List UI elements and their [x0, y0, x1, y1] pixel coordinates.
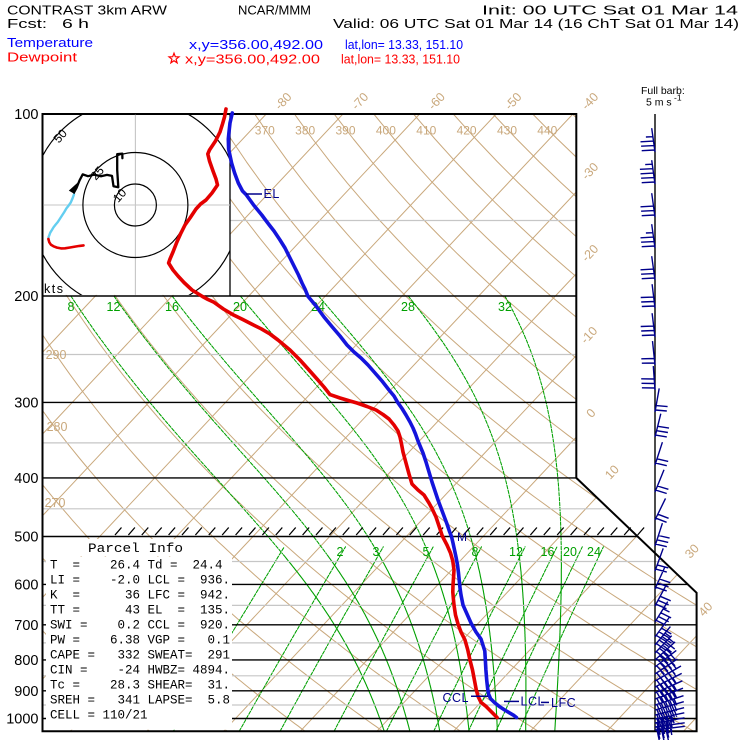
svg-text:EL: EL: [264, 187, 280, 201]
svg-text:500: 500: [14, 530, 38, 546]
svg-text:290: 290: [46, 348, 67, 362]
svg-text:Init: 00 UTC Sat 01 Mar 14: Init: 00 UTC Sat 01 Mar 14: [482, 4, 738, 18]
svg-text:200: 200: [14, 289, 38, 305]
svg-text:x,y=356.00,492.00: x,y=356.00,492.00: [185, 53, 320, 67]
svg-text:12: 12: [107, 300, 121, 314]
svg-text:100: 100: [14, 107, 38, 123]
svg-text:20: 20: [563, 545, 577, 559]
svg-text:LCL: LCL: [521, 695, 545, 709]
svg-text:LI = -2.0 LCL = 936.: LI = -2.0 LCL = 936.: [50, 574, 230, 588]
svg-text:Tc = 28.3 SHEAR= 31.: Tc = 28.3 SHEAR= 31.: [50, 679, 230, 693]
svg-text:24: 24: [587, 545, 601, 559]
svg-text:lat,lon= 13.33, 151.10: lat,lon= 13.33, 151.10: [345, 38, 463, 52]
svg-text:430: 430: [497, 124, 517, 138]
svg-text:-1: -1: [674, 93, 682, 103]
svg-text:420: 420: [457, 124, 477, 138]
svg-text:x,y=356.00,492.00: x,y=356.00,492.00: [189, 38, 323, 52]
svg-text:700: 700: [14, 618, 38, 634]
svg-text:8: 8: [68, 300, 75, 314]
svg-text:440: 440: [537, 124, 557, 138]
svg-text:PW = 6.38 VGP = 0.1: PW = 6.38 VGP = 0.1: [50, 634, 230, 648]
svg-text:Temperature: Temperature: [7, 36, 93, 50]
svg-text:5 m s: 5 m s: [646, 97, 672, 109]
svg-text:3: 3: [373, 545, 380, 559]
svg-text:SREH = 341 LAPSE= 5.8: SREH = 341 LAPSE= 5.8: [50, 694, 230, 708]
svg-text:Fcst:: Fcst:: [7, 17, 47, 31]
svg-text:5: 5: [423, 545, 430, 559]
svg-text:800: 800: [14, 653, 38, 669]
svg-text:28: 28: [401, 300, 415, 314]
svg-text:CIN = -24 HWBZ= 4894.: CIN = -24 HWBZ= 4894.: [50, 664, 230, 678]
svg-text:400: 400: [376, 124, 396, 138]
svg-text:TT = 43 EL = 135.: TT = 43 EL = 135.: [50, 604, 230, 618]
svg-text:400: 400: [14, 471, 38, 487]
svg-text:32: 32: [498, 300, 512, 314]
svg-text:CCL: CCL: [442, 691, 469, 705]
svg-text:390: 390: [335, 124, 355, 138]
svg-text:300: 300: [14, 395, 38, 411]
svg-text:CELL = 110/21: CELL = 110/21: [50, 709, 148, 723]
svg-text:Valid: 06 UTC Sat 01 Mar 14 (1: Valid: 06 UTC Sat 01 Mar 14 (16 ChT Sat …: [333, 17, 739, 31]
svg-text:280: 280: [47, 420, 68, 434]
svg-text:380: 380: [295, 124, 315, 138]
svg-text:270: 270: [45, 496, 66, 510]
svg-text:K = 36 LFC = 942.: K = 36 LFC = 942.: [50, 589, 230, 603]
svg-text:12: 12: [509, 545, 523, 559]
svg-text:NCAR/MMM: NCAR/MMM: [238, 4, 311, 18]
svg-text:410: 410: [416, 124, 436, 138]
svg-text:T = 26.4 Td = 24.4: T = 26.4 Td = 24.4: [50, 559, 223, 573]
svg-text:Dewpoint: Dewpoint: [7, 51, 78, 65]
svg-text:CONTRAST 3km ARW: CONTRAST 3km ARW: [7, 4, 167, 18]
svg-text:6 h: 6 h: [62, 17, 89, 31]
svg-text:370: 370: [255, 124, 275, 138]
svg-text:SWI = 0.2 CCL = 920.: SWI = 0.2 CCL = 920.: [50, 619, 230, 633]
svg-text:16: 16: [165, 300, 179, 314]
svg-text:M: M: [457, 530, 467, 544]
svg-text:Parcel Info: Parcel Info: [88, 541, 183, 556]
svg-text:Full barb:: Full barb:: [641, 85, 685, 97]
svg-text:20: 20: [233, 300, 247, 314]
svg-text:2: 2: [337, 545, 344, 559]
svg-text:8: 8: [472, 545, 479, 559]
svg-text:600: 600: [14, 577, 38, 593]
svg-text:16: 16: [541, 545, 555, 559]
svg-text:LFC: LFC: [551, 696, 576, 710]
svg-text:1000: 1000: [6, 712, 38, 728]
svg-text:CAPE = 332 SWEAT= 291: CAPE = 332 SWEAT= 291: [50, 649, 230, 663]
svg-text:kts: kts: [44, 282, 64, 296]
svg-text:900: 900: [14, 684, 38, 700]
svg-text:lat,lon= 13.33, 151.10: lat,lon= 13.33, 151.10: [341, 53, 460, 67]
